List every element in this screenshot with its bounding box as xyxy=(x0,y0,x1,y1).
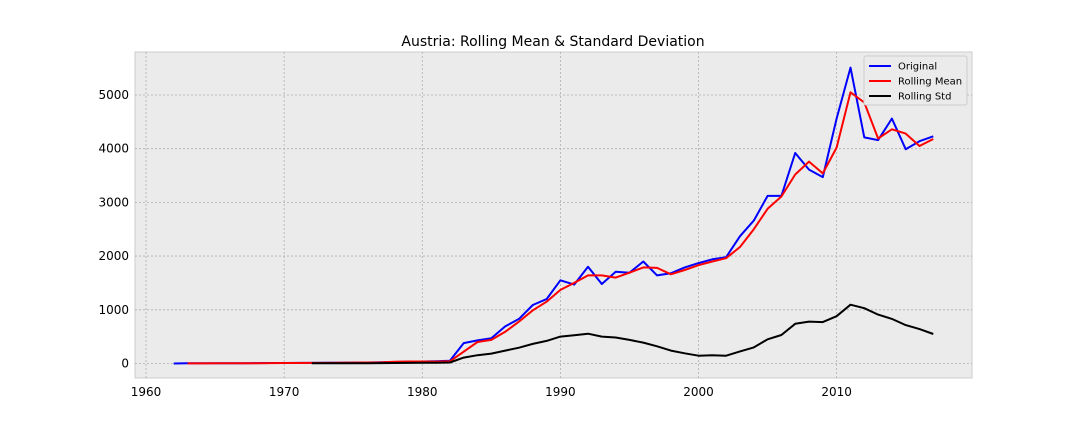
y-tick-label: 1000 xyxy=(98,303,129,317)
y-tick-label: 2000 xyxy=(98,249,129,263)
y-tick-label: 3000 xyxy=(98,195,129,209)
legend: Original Rolling Mean Rolling Std xyxy=(864,56,967,105)
x-tick-label: 1960 xyxy=(131,385,162,399)
chart-title: Austria: Rolling Mean & Standard Deviati… xyxy=(401,34,704,50)
plot-area xyxy=(135,52,972,378)
y-axis: 0 1000 2000 3000 4000 5000 xyxy=(98,88,129,371)
x-axis: 1960 1970 1980 1990 2000 2010 xyxy=(131,385,852,399)
legend-label-original: Original xyxy=(898,62,937,73)
y-tick-label: 5000 xyxy=(98,88,129,102)
y-tick-label: 4000 xyxy=(98,142,129,156)
x-tick-label: 1980 xyxy=(407,385,438,399)
x-tick-label: 1990 xyxy=(545,385,576,399)
x-tick-label: 2010 xyxy=(821,385,852,399)
x-tick-label: 2000 xyxy=(683,385,714,399)
legend-label-rolling-mean: Rolling Mean xyxy=(898,77,962,88)
x-tick-label: 1970 xyxy=(269,385,300,399)
legend-label-rolling-std: Rolling Std xyxy=(898,92,951,103)
y-tick-label: 0 xyxy=(121,356,129,370)
